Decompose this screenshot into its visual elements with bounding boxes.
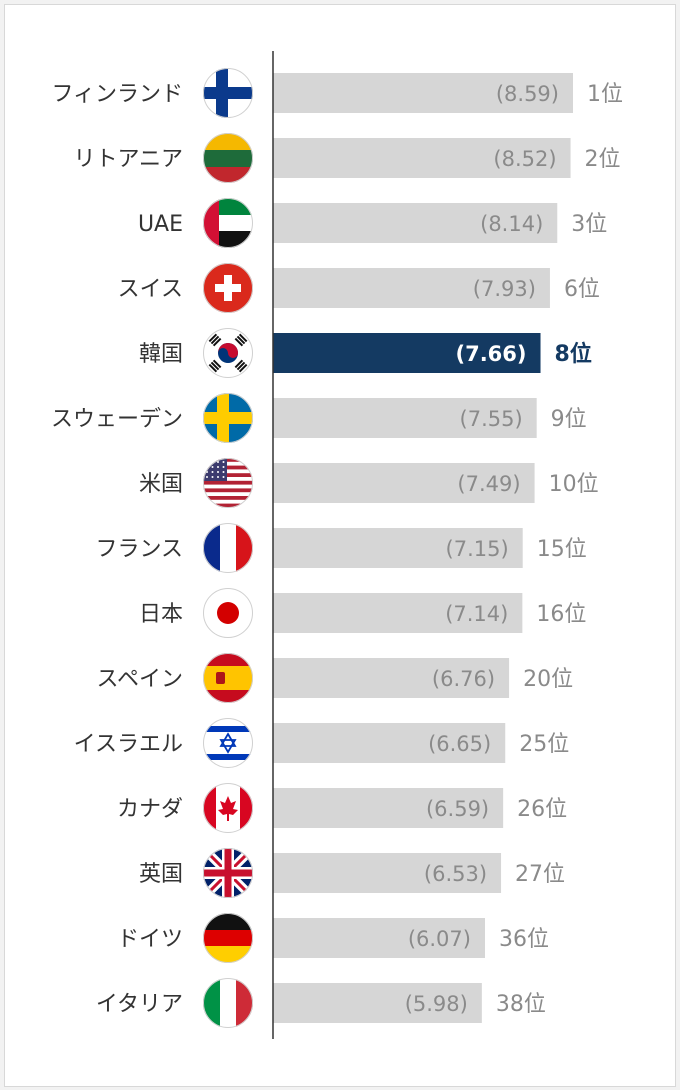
- switzerland-flag-icon: [203, 263, 253, 313]
- value-label: (6.65): [428, 732, 491, 756]
- rank-label: 6位: [564, 277, 600, 302]
- bar: [273, 918, 485, 958]
- country-label: フランス: [95, 537, 183, 562]
- germany-flag-icon: [203, 913, 253, 963]
- usa-flag-icon: [203, 458, 253, 508]
- bar: [273, 593, 523, 633]
- chart-frame: フィンランド (8.59) 1位リトアニア (8.52) 2位 UAE (8.14) 3位スイ…: [4, 4, 676, 1087]
- bar: [273, 788, 504, 828]
- value-label: (8.14): [480, 212, 543, 236]
- value-label: (7.14): [445, 602, 508, 626]
- rank-label: 25位: [519, 732, 569, 757]
- japan-flag-icon: [203, 588, 253, 638]
- rank-label: 38位: [496, 992, 546, 1017]
- country-label: 米国: [139, 472, 183, 497]
- country-label: イスラエル: [74, 732, 183, 757]
- sweden-flag-icon: [203, 393, 253, 443]
- country-label: スペイン: [97, 667, 183, 692]
- country-label: リトアニア: [73, 147, 183, 172]
- country-label: フィンランド: [51, 82, 183, 107]
- value-label: (7.66): [456, 342, 527, 366]
- bar: [273, 528, 523, 568]
- country-label: 韓国: [139, 342, 183, 367]
- country-label: カナダ: [117, 797, 183, 822]
- bar: [273, 723, 506, 763]
- bar: [273, 658, 510, 698]
- rank-label: 9位: [551, 407, 587, 432]
- bar: [273, 73, 573, 113]
- italy-flag-icon: [203, 978, 253, 1028]
- uk-flag-icon: [203, 848, 253, 898]
- value-label: (7.49): [457, 472, 520, 496]
- rank-label: 20位: [523, 667, 573, 692]
- rank-label: 36位: [499, 927, 549, 952]
- value-label: (6.59): [426, 797, 489, 821]
- rank-label: 8位: [555, 341, 592, 367]
- spain-flag-icon: [203, 653, 253, 703]
- rank-label: 3位: [571, 212, 607, 237]
- bar: [273, 853, 502, 893]
- israel-flag-icon: [203, 718, 253, 768]
- bar: [273, 333, 541, 373]
- value-label: (8.52): [493, 147, 556, 171]
- value-label: (7.55): [460, 407, 523, 431]
- value-label: (5.98): [405, 992, 468, 1016]
- country-label: ドイツ: [117, 927, 183, 952]
- country-label: イタリア: [96, 992, 183, 1017]
- country-label: UAE: [138, 212, 183, 237]
- rank-label: 15位: [537, 537, 587, 562]
- country-label: 日本: [139, 602, 183, 627]
- country-label: 英国: [139, 862, 183, 887]
- finland-flag-icon: [203, 68, 253, 118]
- rank-label: 27位: [515, 862, 565, 887]
- south-korea-flag-icon: [203, 328, 253, 378]
- value-label: (7.15): [446, 537, 509, 561]
- rank-label: 26位: [517, 797, 567, 822]
- bar: [273, 203, 558, 243]
- lithuania-flag-icon: [203, 133, 253, 183]
- country-label: スイス: [118, 277, 183, 302]
- bar: [273, 138, 571, 178]
- rank-label: 10位: [549, 472, 599, 497]
- bar: [273, 268, 550, 308]
- rank-label: 2位: [585, 147, 621, 172]
- value-label: (6.76): [432, 667, 495, 691]
- rank-label: 1位: [587, 82, 623, 107]
- bar: [273, 983, 482, 1023]
- rank-label: 16位: [536, 602, 586, 627]
- value-label: (8.59): [496, 82, 559, 106]
- france-flag-icon: [203, 523, 253, 573]
- value-label: (6.07): [408, 927, 471, 951]
- bar: [273, 463, 535, 503]
- bar: [273, 398, 537, 438]
- value-label: (7.93): [473, 277, 536, 301]
- value-label: (6.53): [424, 862, 487, 886]
- uae-flag-icon: [203, 198, 253, 248]
- country-label: スウェーデン: [51, 407, 183, 432]
- canada-flag-icon: [203, 783, 253, 833]
